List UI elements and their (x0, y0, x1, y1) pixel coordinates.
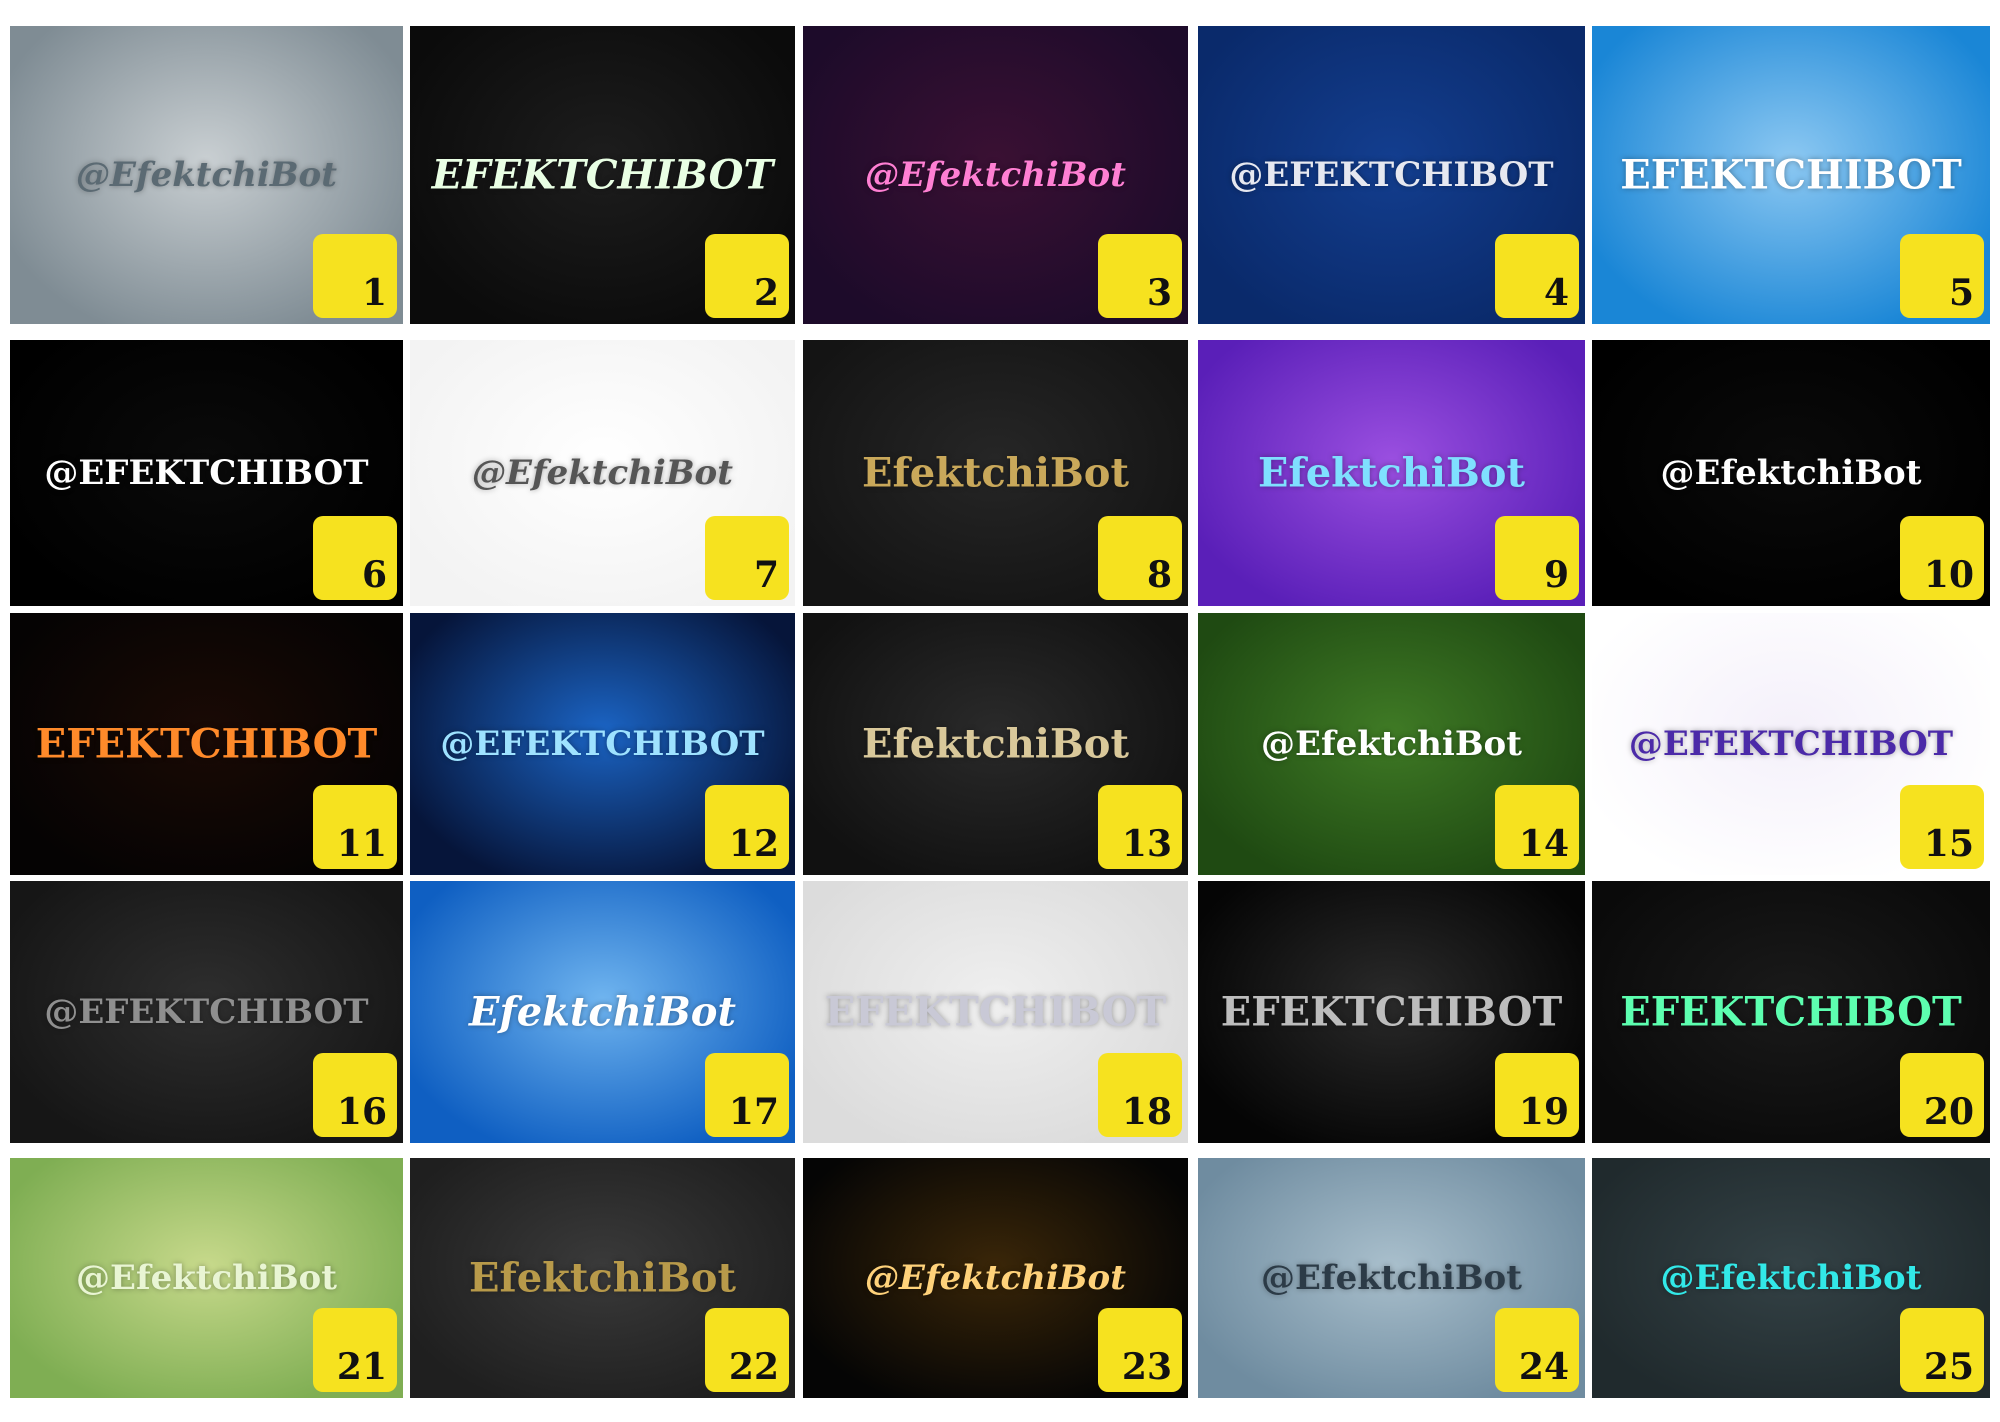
effect-text-sample: @EfektchiBot (76, 1258, 337, 1298)
effect-tile-14[interactable]: @EfektchiBot 14 (1198, 613, 1585, 875)
tile-number-badge: 15 (1900, 785, 1984, 869)
effect-text-sample: EfektchiBot (1258, 449, 1525, 497)
effect-tile-25[interactable]: @EfektchiBot 25 (1592, 1158, 1990, 1398)
effect-text-sample: EFEKTCHIBOT (824, 988, 1167, 1036)
effect-tile-1[interactable]: @EfektchiBot 1 (10, 26, 403, 324)
tile-number-badge: 12 (705, 785, 789, 869)
effect-tile-21[interactable]: @EfektchiBot 21 (10, 1158, 403, 1398)
effect-tile-5[interactable]: EFEKTCHIBOT 5 (1592, 26, 1990, 324)
effect-text-sample: @EfektchiBot (865, 1258, 1126, 1298)
effect-tile-11[interactable]: EFEKTCHIBOT 11 (10, 613, 403, 875)
tile-number-badge: 5 (1900, 234, 1984, 318)
tile-number-badge: 25 (1900, 1308, 1984, 1392)
tile-number-badge: 2 (705, 234, 789, 318)
effect-text-sample: @EFEKTCHIBOT (440, 724, 765, 764)
effect-tile-12[interactable]: @EFEKTCHIBOT 12 (410, 613, 795, 875)
tile-number-badge: 7 (705, 516, 789, 600)
effect-text-sample: EFEKTCHIBOT (1220, 988, 1563, 1036)
effect-tile-17[interactable]: EfektchiBot 17 (410, 881, 795, 1143)
effect-text-sample: @EfektchiBot (865, 155, 1126, 195)
tile-number-badge: 18 (1098, 1053, 1182, 1137)
effect-text-sample: @EFEKTCHIBOT (44, 453, 369, 493)
effect-tile-4[interactable]: @EFEKTCHIBOT 4 (1198, 26, 1585, 324)
tile-number-badge: 21 (313, 1308, 397, 1392)
effect-tile-24[interactable]: @EfektchiBot 24 (1198, 1158, 1585, 1398)
effect-tile-20[interactable]: EFEKTCHIBOT 20 (1592, 881, 1990, 1143)
effect-text-sample: EfektchiBot (469, 1254, 736, 1302)
tile-number-badge: 17 (705, 1053, 789, 1137)
tile-number-badge: 3 (1098, 234, 1182, 318)
tile-number-badge: 16 (313, 1053, 397, 1137)
tile-number-badge: 9 (1495, 516, 1579, 600)
effect-text-sample: @EfektchiBot (1261, 724, 1522, 764)
tile-number-badge: 20 (1900, 1053, 1984, 1137)
effect-tile-6[interactable]: @EFEKTCHIBOT 6 (10, 340, 403, 606)
effect-tile-7[interactable]: @EfektchiBot 7 (410, 340, 795, 606)
effect-tile-9[interactable]: EfektchiBot 9 (1198, 340, 1585, 606)
effect-text-sample: @EFEKTCHIBOT (1628, 724, 1954, 764)
effect-text-sample: @EFEKTCHIBOT (44, 992, 369, 1032)
effect-tile-3[interactable]: @EfektchiBot 3 (803, 26, 1188, 324)
effect-tile-19[interactable]: EFEKTCHIBOT 19 (1198, 881, 1585, 1143)
tile-number-badge: 22 (705, 1308, 789, 1392)
tile-number-badge: 8 (1098, 516, 1182, 600)
effect-tile-16[interactable]: @EFEKTCHIBOT 16 (10, 881, 403, 1143)
tile-number-badge: 23 (1098, 1308, 1182, 1392)
effect-text-sample: EfektchiBot (469, 988, 736, 1036)
effect-tile-8[interactable]: EfektchiBot 8 (803, 340, 1188, 606)
tile-number-badge: 14 (1495, 785, 1579, 869)
effect-text-sample: @EfektchiBot (472, 453, 733, 493)
tile-number-badge: 10 (1900, 516, 1984, 600)
effect-text-sample: @EFEKTCHIBOT (1229, 155, 1554, 195)
effect-text-sample: @EfektchiBot (76, 155, 337, 195)
effect-text-sample: EFEKTCHIBOT (35, 720, 378, 768)
effect-text-sample: EFEKTCHIBOT (431, 151, 774, 199)
effect-tile-23[interactable]: @EfektchiBot 23 (803, 1158, 1188, 1398)
effect-tile-18[interactable]: EFEKTCHIBOT 18 (803, 881, 1188, 1143)
tile-number-badge: 1 (313, 234, 397, 318)
effect-text-sample: @EfektchiBot (1660, 1258, 1922, 1298)
effect-text-sample: EfektchiBot (862, 720, 1129, 768)
tile-number-badge: 13 (1098, 785, 1182, 869)
effect-text-sample: EFEKTCHIBOT (1620, 988, 1962, 1036)
tile-number-badge: 24 (1495, 1308, 1579, 1392)
tile-number-badge: 19 (1495, 1053, 1579, 1137)
effect-tile-10[interactable]: @EfektchiBot 10 (1592, 340, 1990, 606)
effect-tile-13[interactable]: EfektchiBot 13 (803, 613, 1188, 875)
effect-text-sample: @EfektchiBot (1660, 453, 1922, 493)
tile-number-badge: 6 (313, 516, 397, 600)
tile-number-badge: 11 (313, 785, 397, 869)
effect-tile-22[interactable]: EfektchiBot 22 (410, 1158, 795, 1398)
effect-tile-2[interactable]: EFEKTCHIBOT 2 (410, 26, 795, 324)
effect-text-sample: @EfektchiBot (1261, 1258, 1522, 1298)
tile-number-badge: 4 (1495, 234, 1579, 318)
effect-tile-15[interactable]: @EFEKTCHIBOT 15 (1592, 613, 1990, 875)
effect-text-sample: EfektchiBot (862, 449, 1129, 497)
effect-text-sample: EFEKTCHIBOT (1620, 151, 1962, 199)
